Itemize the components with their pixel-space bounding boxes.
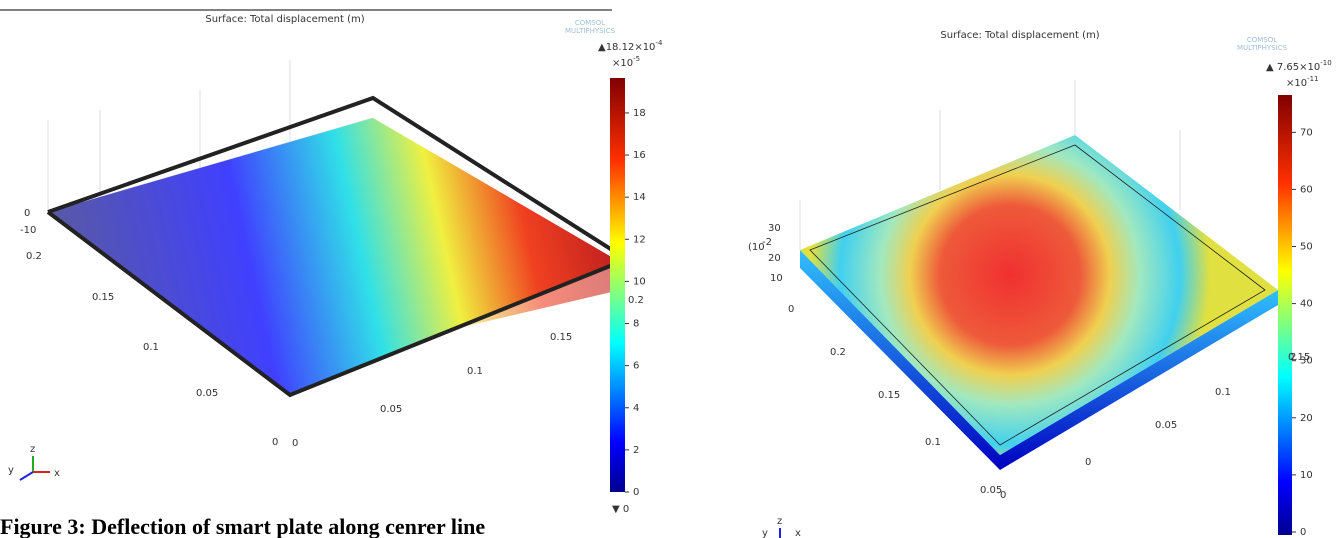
colorbar-tick-label: 70 [1300, 127, 1313, 138]
axis-tick-label: 0.1 [925, 437, 941, 448]
axis-tick-label: 0 [788, 304, 794, 315]
base: ×10 [1286, 78, 1307, 89]
axis-tick-label: 0.2 [26, 251, 42, 262]
triad-label: y [8, 465, 14, 476]
axis-tick-label: 0 [1085, 457, 1091, 468]
axis-tick-label: (10 [748, 242, 765, 253]
axis-tick-label: 0.1 [143, 342, 159, 353]
plot-title: Surface: Total displacement (m) [205, 14, 364, 25]
colorbar-tick-label: 0 [633, 487, 639, 498]
axis-tick-label: 0 [24, 208, 30, 219]
plate-surface [800, 135, 1278, 455]
colorbar-tick-label: 50 [1300, 242, 1313, 253]
colorbar-tick-label: 4 [633, 403, 639, 414]
logo: MULTIPHYSICS [565, 27, 616, 35]
colorbar-tick-label: 12 [633, 234, 646, 245]
colorbar-tick-label: 8 [633, 319, 639, 330]
exponent: -11 [1307, 75, 1318, 83]
colorbar-tick-label: 60 [1300, 184, 1313, 195]
colorbar-tick-label: 16 [633, 150, 646, 161]
triad-label: z [777, 516, 782, 527]
axis-tick-label: 0.15 [1288, 352, 1310, 363]
axis-tick-label: 0.1 [1215, 387, 1231, 398]
colorbar-tick-label: 10 [1300, 470, 1313, 481]
colorbar-tick-label: 14 [633, 192, 646, 203]
exponent: -4 [655, 39, 663, 47]
logo: MULTIPHYSICS [1237, 44, 1288, 52]
axis-tick-label: 10 [770, 273, 783, 284]
colorbar-tick-label: 40 [1300, 299, 1313, 310]
axis-tick-label: 0 [1000, 490, 1006, 501]
logo: COMSOL [1247, 36, 1277, 44]
colorbar-tick-label: 6 [633, 361, 639, 372]
plate-side [800, 250, 1000, 470]
colorbar-tick-label: 30 [1300, 356, 1313, 367]
axis-tick-label: 0.05 [1155, 420, 1177, 431]
triad-label: x [795, 528, 801, 538]
plate-frame [46, 95, 622, 398]
plot-title: Surface: Total displacement (m) [940, 30, 1099, 41]
axis-tick-label: 0.15 [550, 332, 572, 343]
mantissa: ▲ 7.65×10 [1266, 62, 1320, 73]
multiplier: ×10-11 [1286, 75, 1319, 89]
plate-outline [809, 144, 1266, 446]
colorbar [1278, 95, 1292, 535]
axis-tick-label: 0 [272, 437, 278, 448]
triad-label: x [54, 468, 60, 479]
base: ×10 [612, 58, 633, 69]
max-label: ▲ 7.65×10-10 [1266, 59, 1332, 73]
triad-label: y [762, 528, 768, 538]
axis-tick-label: 0.2 [830, 347, 846, 358]
min-label: ▼ 0 [612, 504, 629, 515]
axes-triad [19, 456, 781, 538]
colorbar-tick-label: 18 [633, 108, 646, 119]
axis-tick-label: 0 [292, 438, 298, 449]
multiplier: ×10-5 [612, 55, 640, 69]
axis-tick-label: 0.15 [92, 292, 114, 303]
axis-tick-label: 0.15 [878, 390, 900, 401]
exponent: -5 [633, 55, 640, 63]
logo: COMSOL [575, 19, 605, 27]
exponent: -10 [1320, 59, 1331, 67]
axis-tick-label: 2 [1290, 352, 1296, 363]
figure-caption: Figure 3: Deflection of smart plate alon… [0, 514, 485, 538]
plate-side [1000, 290, 1278, 470]
colorbar [610, 78, 625, 492]
axis-tick-label: 0.05 [980, 485, 1002, 496]
axis-tick-label: 0.05 [196, 388, 218, 399]
axis-tick-label: -10 [20, 225, 36, 236]
axis-tick-label: 20 [768, 253, 781, 264]
colorbar-tick-label: 2 [633, 445, 639, 456]
triad-label: z [30, 444, 35, 455]
axis-tick-label: 0.05 [380, 404, 402, 415]
colorbar-tick-label: 10 [633, 276, 646, 287]
colorbar-tick-label: 0 [1300, 527, 1306, 538]
plate-warp [373, 118, 620, 330]
colorbar-tick-label: 20 [1300, 413, 1313, 424]
max-label: ▲18.12×10-4 [598, 39, 663, 53]
axis-tick-label: -2 [762, 237, 772, 248]
axis-tick-label: 0.1 [467, 366, 483, 377]
axis-tick-label: 0.2 [628, 295, 644, 306]
axis-tick-label: 30 [768, 223, 781, 234]
mantissa: ▲18.12×10 [598, 42, 655, 53]
